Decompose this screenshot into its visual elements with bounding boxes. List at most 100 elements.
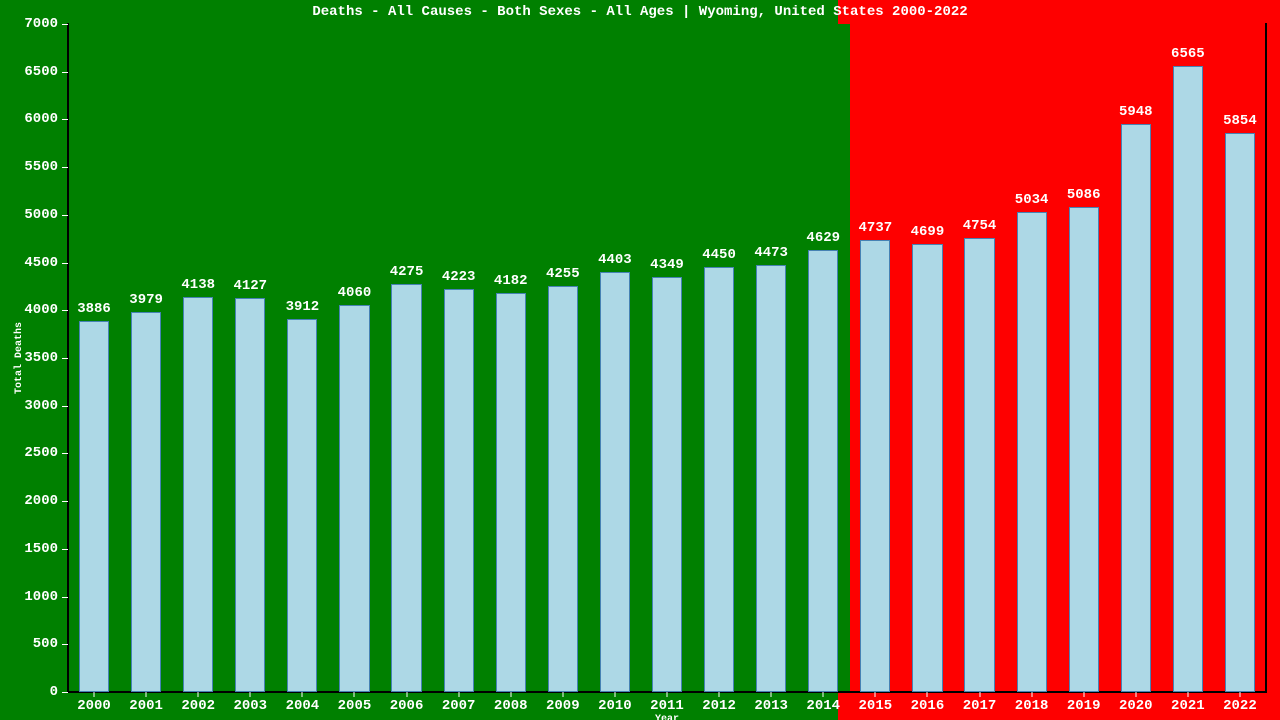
x-tick-mark — [927, 692, 928, 697]
x-tick-label: 2020 — [1119, 698, 1153, 714]
x-tick-label: 2010 — [598, 698, 632, 714]
bar-value-label: 4182 — [494, 273, 528, 289]
x-tick-mark — [562, 692, 563, 697]
bar-value-label: 5086 — [1067, 187, 1101, 203]
bar — [391, 284, 421, 692]
bar-slot: 42752006 — [381, 24, 433, 692]
x-tick-mark — [1135, 692, 1136, 697]
bar-value-label: 6565 — [1171, 46, 1205, 62]
bar — [183, 297, 213, 692]
bar — [1069, 207, 1099, 692]
x-tick-label: 2012 — [702, 698, 736, 714]
x-tick-mark — [510, 692, 511, 697]
x-tick-label: 2002 — [181, 698, 215, 714]
bar-value-label: 3979 — [129, 292, 163, 308]
x-tick-mark — [1187, 692, 1188, 697]
bar-slot: 42552009 — [537, 24, 589, 692]
bar — [600, 272, 630, 692]
bar — [444, 289, 474, 692]
bar-slot: 47542017 — [953, 24, 1005, 692]
bar — [131, 312, 161, 692]
bar-slot: 59482020 — [1110, 24, 1162, 692]
bar-value-label: 4473 — [754, 245, 788, 261]
bar — [235, 298, 265, 692]
bar-slot: 39122004 — [276, 24, 328, 692]
x-tick-label: 2008 — [494, 698, 528, 714]
bar-slot: 42232007 — [433, 24, 485, 692]
bar-slot: 46292014 — [797, 24, 849, 692]
bar-value-label: 4060 — [338, 285, 372, 301]
bar-value-label: 4450 — [702, 247, 736, 263]
x-tick-label: 2000 — [77, 698, 111, 714]
bar — [652, 277, 682, 692]
bar-slot: 44032010 — [589, 24, 641, 692]
x-tick-mark — [875, 692, 876, 697]
x-tick-label: 2001 — [129, 698, 163, 714]
x-tick-label: 2017 — [963, 698, 997, 714]
bar — [756, 265, 786, 692]
bar-slot: 46992016 — [901, 24, 953, 692]
x-tick-mark — [823, 692, 824, 697]
bar-value-label: 4223 — [442, 269, 476, 285]
bar-slot: 65652021 — [1162, 24, 1214, 692]
bar — [704, 267, 734, 692]
bar — [1017, 212, 1047, 692]
x-tick-label: 2014 — [806, 698, 840, 714]
x-tick-label: 2022 — [1223, 698, 1257, 714]
bar — [548, 286, 578, 692]
x-tick-mark — [458, 692, 459, 697]
bar-slot: 41822008 — [485, 24, 537, 692]
bar — [912, 244, 942, 692]
x-tick-label: 2013 — [754, 698, 788, 714]
x-tick-label: 2016 — [911, 698, 945, 714]
x-tick-mark — [666, 692, 667, 697]
x-tick-mark — [771, 692, 772, 697]
x-tick-label: 2004 — [286, 698, 320, 714]
x-tick-label: 2007 — [442, 698, 476, 714]
x-tick-label: 2011 — [650, 698, 684, 714]
x-tick-label: 2005 — [338, 698, 372, 714]
bar-slot: 40602005 — [328, 24, 380, 692]
y-axis-label: Total Deaths — [14, 322, 25, 394]
x-tick-mark — [1239, 692, 1240, 697]
bar-value-label: 3886 — [77, 301, 111, 317]
x-tick-mark — [614, 692, 615, 697]
bar-slot: 50862019 — [1058, 24, 1110, 692]
bar-slot: 50342018 — [1006, 24, 1058, 692]
x-tick-label: 2021 — [1171, 698, 1205, 714]
bar-value-label: 3912 — [286, 299, 320, 315]
x-tick-label: 2009 — [546, 698, 580, 714]
bar-value-label: 5948 — [1119, 104, 1153, 120]
bar — [496, 293, 526, 692]
x-tick-mark — [979, 692, 980, 697]
bar-value-label: 4629 — [806, 230, 840, 246]
x-tick-mark — [719, 692, 720, 697]
x-tick-label: 2015 — [859, 698, 893, 714]
bar — [1121, 124, 1151, 692]
x-tick-mark — [1031, 692, 1032, 697]
x-tick-mark — [146, 692, 147, 697]
bar-slot: 41382002 — [172, 24, 224, 692]
bar — [860, 240, 890, 692]
bar-slot: 38862000 — [68, 24, 120, 692]
chart-root: Deaths - All Causes - Both Sexes - All A… — [0, 0, 1280, 720]
bar-slot: 39792001 — [120, 24, 172, 692]
bar-value-label: 4138 — [181, 277, 215, 293]
bar — [79, 321, 109, 692]
bar — [1225, 133, 1255, 692]
bar-value-label: 4754 — [963, 218, 997, 234]
x-tick-label: 2003 — [233, 698, 267, 714]
bar — [339, 305, 369, 692]
x-tick-mark — [354, 692, 355, 697]
bar-slot: 44502012 — [693, 24, 745, 692]
x-tick-label: 2018 — [1015, 698, 1049, 714]
bar-value-label: 4699 — [911, 224, 945, 240]
x-axis-label: Year — [655, 714, 679, 720]
plot-area: 0500100015002000250030003500400045005000… — [68, 24, 1266, 692]
bar-value-label: 4255 — [546, 266, 580, 282]
bar-value-label: 4127 — [233, 278, 267, 294]
bar — [808, 250, 838, 692]
x-tick-mark — [1083, 692, 1084, 697]
chart-title: Deaths - All Causes - Both Sexes - All A… — [0, 4, 1280, 20]
x-tick-label: 2019 — [1067, 698, 1101, 714]
